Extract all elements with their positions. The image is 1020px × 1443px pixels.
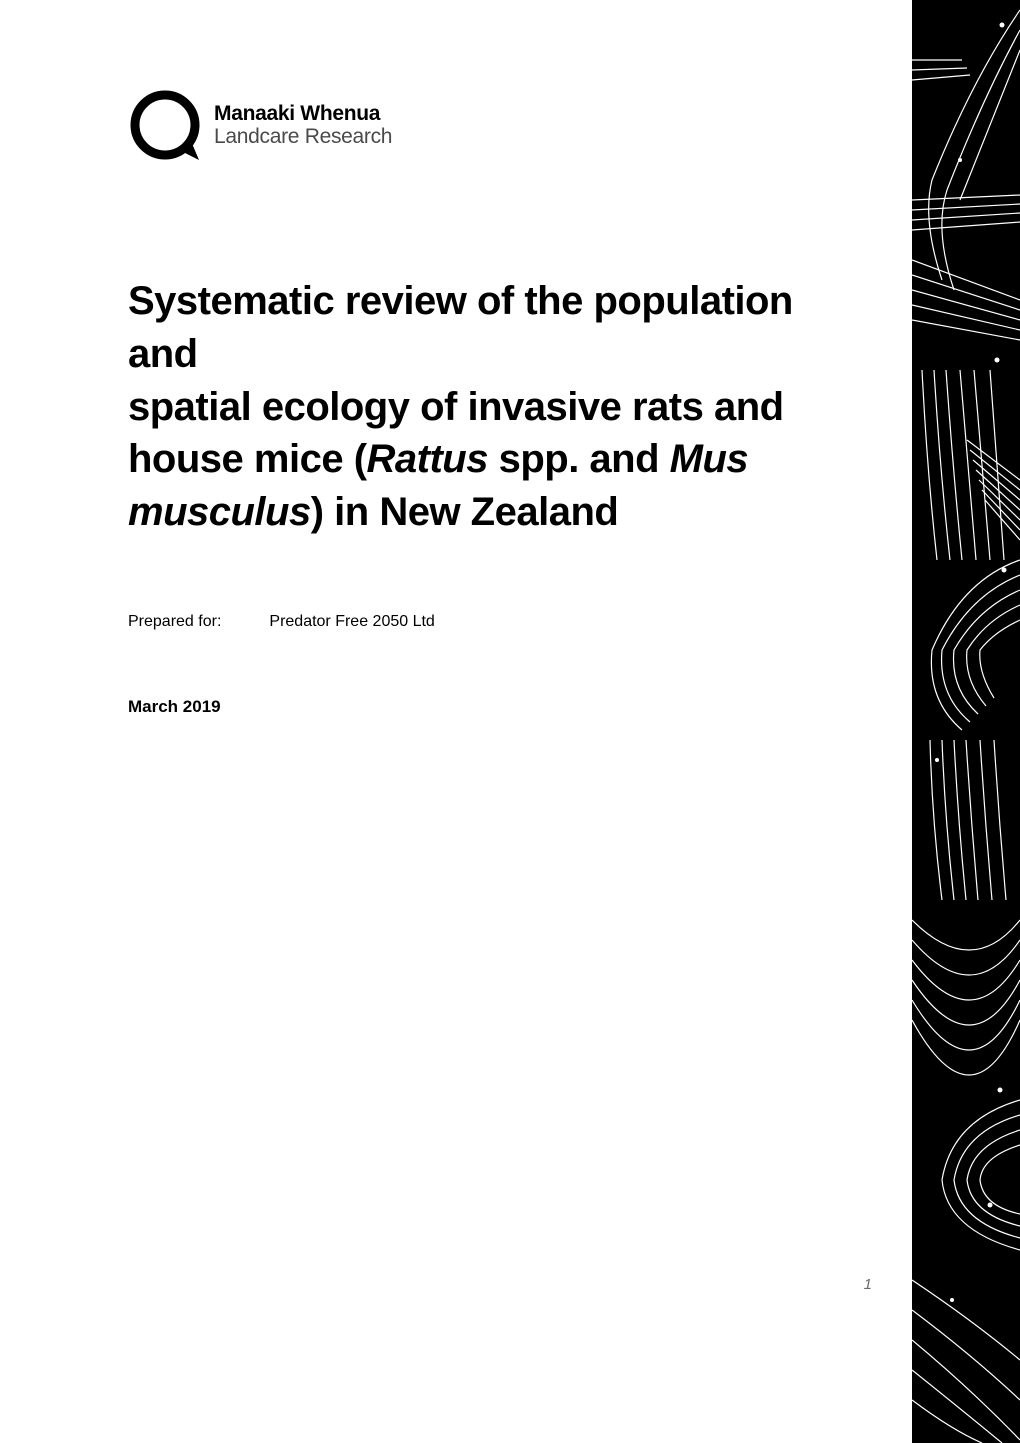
title-line-1: Systematic review of the population and [128,279,793,376]
document-date: March 2019 [128,697,221,717]
document-title-block: Systematic review of the population and … [128,275,858,539]
decorative-side-band [912,0,1020,1443]
side-band-pattern-icon [912,0,1020,1443]
prepared-for-value: Predator Free 2050 Ltd [269,613,434,631]
title-line-4-post: ) in New Zealand [311,490,619,534]
document-title: Systematic review of the population and … [128,275,858,539]
logo-mark-icon [128,88,202,162]
page-number: 1 [864,1276,872,1293]
logo-name-secondary: Landcare Research [214,125,392,148]
organisation-logo: Manaaki Whenua Landcare Research [128,88,392,162]
title-species: musculus [128,490,311,534]
logo-text: Manaaki Whenua Landcare Research [214,102,392,148]
prepared-for-label: Prepared for: [128,613,221,631]
title-line-2: spatial ecology of invasive rats and [128,385,784,429]
page-root: Manaaki Whenua Landcare Research Systema… [0,0,1020,1443]
title-line-3-mid: spp. and [488,437,670,481]
logo-name-primary: Manaaki Whenua [214,102,392,125]
title-line-3-pre: house mice ( [128,437,367,481]
prepared-for-row: Prepared for: Predator Free 2050 Ltd [128,613,435,631]
title-genus-1: Rattus [367,437,488,481]
title-genus-2: Mus [670,437,749,481]
